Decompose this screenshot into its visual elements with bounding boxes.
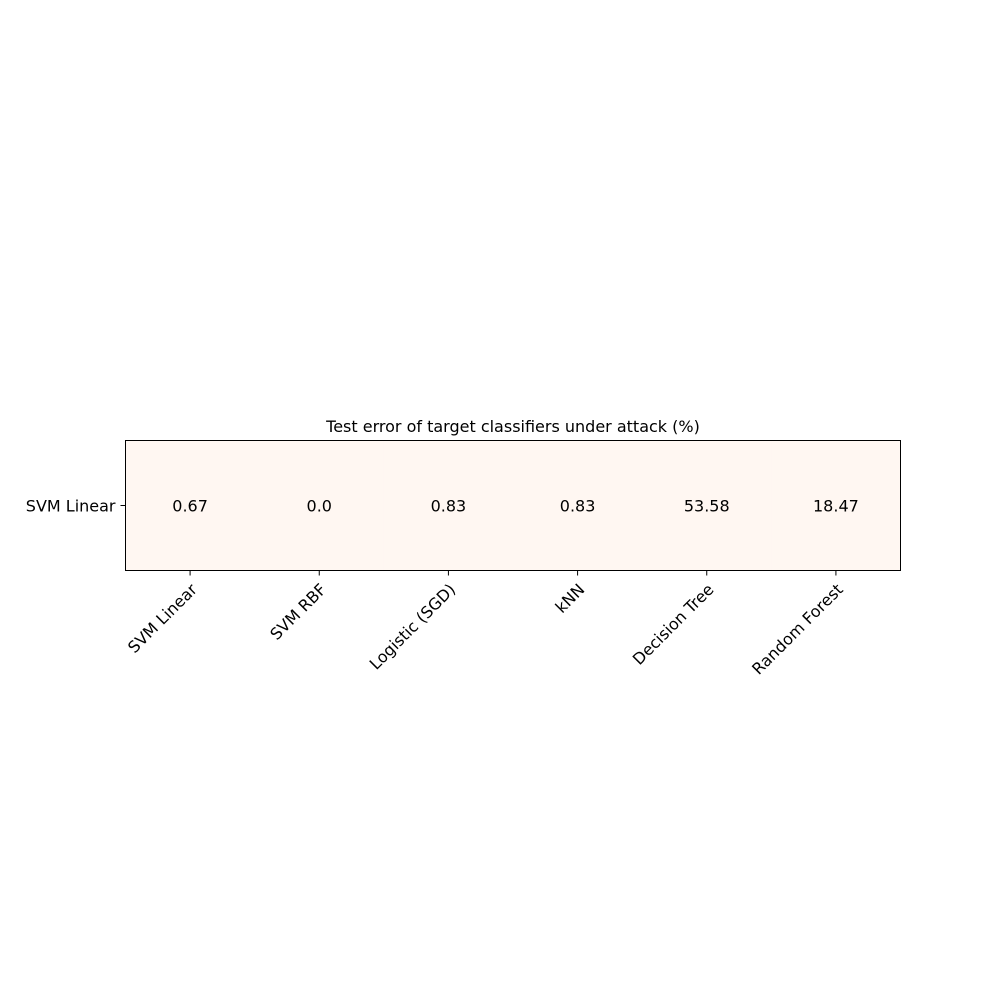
heatmap-cell <box>125 440 256 571</box>
y-tick-label: SVM Linear <box>26 497 116 516</box>
cell-value-label: 0.0 <box>307 497 332 516</box>
x-tick-label: kNN <box>551 580 588 617</box>
x-tick-label: Logistic (SGD) <box>366 580 460 674</box>
heatmap-cells <box>125 440 901 571</box>
heatmap-cell <box>383 440 514 571</box>
cell-value-label: 0.67 <box>172 497 208 516</box>
chart-title: Test error of target classifiers under a… <box>325 417 700 436</box>
cell-value-labels: 0.67 0.0 0.83 0.83 53.58 18.47 <box>172 497 859 516</box>
y-axis-ticks: SVM Linear <box>26 497 126 516</box>
cell-value-label: 0.83 <box>560 497 596 516</box>
heatmap-cell <box>254 440 385 571</box>
cell-value-label: 53.58 <box>684 497 730 516</box>
x-tick-label: Random Forest <box>748 580 847 679</box>
cell-value-label: 0.83 <box>431 497 467 516</box>
heatmap-cell <box>642 440 772 571</box>
x-tick-label: Decision Tree <box>629 580 718 669</box>
heatmap-cell <box>771 440 901 571</box>
x-axis-ticks: SVM Linear SVM RBF Logistic (SGD) kNN Decisi… <box>124 570 847 679</box>
heatmap-cell <box>513 440 643 571</box>
x-tick-label: SVM RBF <box>266 580 330 644</box>
x-tick-label: SVM Linear <box>124 580 201 657</box>
cell-value-label: 18.47 <box>813 497 859 516</box>
